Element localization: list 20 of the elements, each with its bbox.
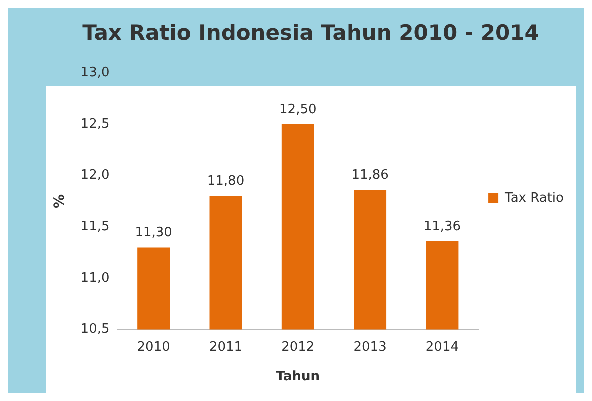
data-label: 11,36 [424, 219, 462, 234]
data-label: 11,80 [207, 174, 245, 190]
data-label: 11,86 [352, 168, 389, 184]
y-tick-label: 10,5 [80, 322, 110, 338]
legend-label: Tax Ratio [504, 190, 564, 206]
x-tick-label: 2013 [354, 340, 387, 355]
y-axis-title: % [52, 194, 68, 209]
y-tick-label: 12,0 [80, 168, 110, 184]
y-tick-label: 12,5 [80, 116, 110, 132]
chart-title: Tax Ratio Indonesia Tahun 2010 - 2014 [82, 21, 540, 46]
y-tick-label: 13,0 [80, 66, 110, 81]
x-tick-label: 2012 [282, 340, 315, 355]
x-tick-label: 2011 [209, 340, 243, 355]
data-label: 11,30 [135, 226, 172, 241]
x-tick-label: 2014 [426, 340, 460, 355]
data-label: 12,50 [280, 102, 317, 118]
y-tick-label: 11,5 [80, 220, 110, 235]
y-tick-label: 11,0 [80, 270, 110, 286]
x-tick-label: 2010 [137, 340, 170, 355]
x-axis-title: Tahun [276, 370, 320, 385]
